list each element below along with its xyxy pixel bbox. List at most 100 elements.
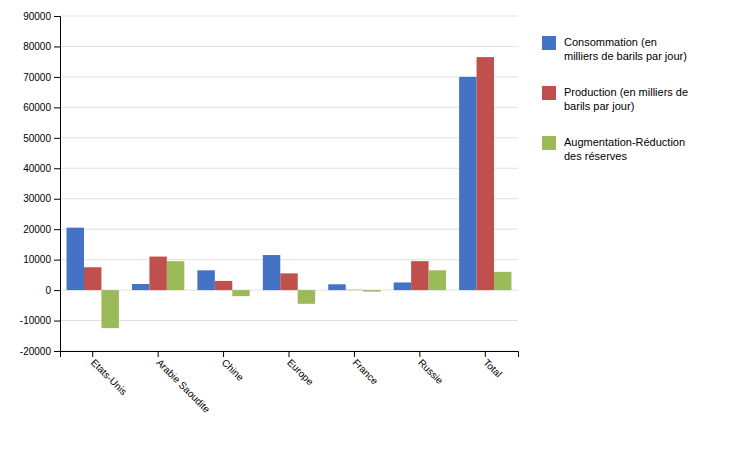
- y-tick-mark: [54, 290, 60, 291]
- grid-line: [60, 137, 518, 138]
- grid-line: [60, 229, 518, 230]
- y-tick: 0: [45, 285, 60, 296]
- grid-line: [60, 320, 518, 321]
- x-tick: Etats-Unis: [89, 351, 129, 397]
- bar-series: [101, 261, 511, 328]
- bar: [346, 289, 363, 290]
- y-tick-label: 40000: [23, 163, 51, 174]
- bar-series: [67, 77, 477, 290]
- y-tick: 80000: [23, 41, 60, 52]
- bar: [494, 272, 511, 290]
- legend-label-line: des réserves: [564, 150, 627, 162]
- x-tick-label: Etats-Unis: [89, 357, 129, 397]
- legend-item: Production (en milliers debarils par jou…: [542, 86, 688, 112]
- x-tick-mark: [158, 351, 159, 357]
- bar: [328, 284, 345, 290]
- y-tick-label: 20000: [23, 224, 51, 235]
- x-tick-mark: [289, 351, 290, 357]
- bar: [149, 257, 166, 291]
- bar-series: [84, 57, 494, 290]
- grid-line: [60, 76, 518, 77]
- bar: [197, 270, 214, 290]
- y-tick: -10000: [20, 315, 60, 326]
- y-axis-line: [54, 17, 61, 352]
- x-tick: Chine: [220, 351, 247, 383]
- bar: [280, 273, 297, 290]
- x-tick-label: Total: [481, 357, 504, 380]
- grid: [60, 16, 518, 351]
- x-tick-label: Arabie Saoudite: [154, 357, 212, 415]
- legend-label: Augmentation-Réduction des réserves: [564, 136, 685, 162]
- y-tick-mark: [54, 321, 60, 322]
- legend-label-line: Augmentation-Réduction: [564, 136, 685, 148]
- y-tick: 30000: [23, 193, 60, 204]
- y-tick: -20000: [20, 346, 60, 357]
- y-tick-mark: [54, 229, 60, 230]
- y-tick-mark: [54, 77, 60, 78]
- x-axis-line: [61, 352, 519, 358]
- bar: [101, 290, 118, 328]
- bar: [67, 228, 84, 290]
- bar: [411, 261, 428, 290]
- grid-line: [60, 259, 518, 260]
- legend-label-line: milliers de barils par jour): [564, 50, 687, 62]
- grid-line: [60, 107, 518, 108]
- x-tick-mark: [419, 351, 420, 357]
- plot: -20000 -10000 0 10000 20000 30000 40000 50000 60…: [20, 11, 519, 415]
- y-tick-mark: [54, 168, 60, 169]
- legend-label: Production (en milliers debarils par jou…: [564, 86, 688, 112]
- legend-item: Consommation (enmilliers de barils par j…: [542, 36, 687, 62]
- bar: [167, 261, 184, 290]
- y-tick-mark: [54, 199, 60, 200]
- bar: [232, 290, 249, 296]
- y-tick-mark: [54, 138, 60, 139]
- y-tick-label: 70000: [23, 72, 51, 83]
- x-tick-mark: [92, 351, 93, 357]
- legend-item: Augmentation-Réduction des réserves: [542, 136, 685, 162]
- grid-line: [60, 16, 518, 17]
- legend-label: Consommation (enmilliers de barils par j…: [564, 36, 687, 62]
- y-tick-label: 90000: [23, 11, 51, 22]
- bar: [477, 57, 494, 290]
- bars: [67, 57, 512, 328]
- y-tick: 50000: [23, 133, 60, 144]
- y-tick: 10000: [23, 254, 60, 265]
- x-tick-mark: [223, 351, 224, 357]
- y-tick-mark: [54, 46, 60, 47]
- legend-swatch: [542, 86, 556, 100]
- legend-swatch: [542, 136, 556, 150]
- grid-line: [60, 198, 518, 199]
- y-tick-mark: [54, 260, 60, 261]
- y-tick-label: -20000: [20, 346, 52, 357]
- legend-label-line: Production (en milliers de: [564, 86, 688, 98]
- x-tick-label: Russie: [416, 357, 446, 387]
- bar: [459, 77, 476, 290]
- y-tick-mark: [54, 16, 60, 17]
- bar: [84, 267, 101, 290]
- y-tick: 90000: [23, 11, 60, 22]
- legend: Consommation (enmilliers de barils par j…: [542, 36, 688, 162]
- x-tick: Russie: [416, 351, 446, 386]
- bar: [394, 282, 411, 290]
- x-tick-label: Chine: [220, 357, 247, 384]
- x-axis: Etats-Unis Arabie Saoudite Chine Europe Fran…: [61, 351, 519, 415]
- y-tick-label: 60000: [23, 102, 51, 113]
- y-tick-label: 80000: [23, 41, 51, 52]
- x-tick: Arabie Saoudite: [154, 351, 212, 415]
- x-tick-label: Europe: [285, 357, 316, 388]
- x-tick-mark: [485, 351, 486, 357]
- bar: [298, 290, 315, 304]
- y-tick: 70000: [23, 72, 60, 83]
- y-tick: 40000: [23, 163, 60, 174]
- x-tick-label: France: [351, 357, 381, 387]
- grid-line: [60, 46, 518, 47]
- x-tick: Total: [481, 351, 504, 379]
- x-tick-mark: [354, 351, 355, 357]
- y-tick: 20000: [23, 224, 60, 235]
- y-tick-label: 50000: [23, 133, 51, 144]
- bar: [429, 270, 446, 290]
- y-tick-label: -10000: [20, 315, 52, 326]
- y-tick-mark: [54, 351, 60, 352]
- x-tick: France: [351, 351, 381, 387]
- bar: [132, 284, 149, 290]
